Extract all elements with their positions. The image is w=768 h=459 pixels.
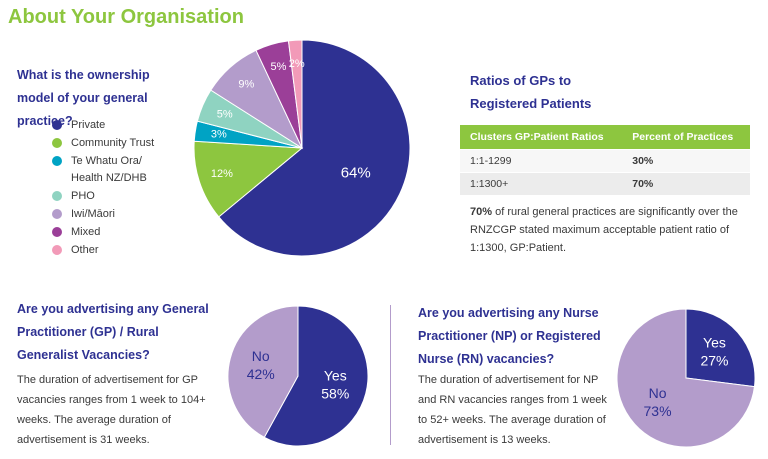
slice-category: No: [252, 348, 270, 364]
pie-slice: [193, 140, 304, 218]
table-cell: 1:1300+: [460, 172, 623, 195]
pie-slice: [685, 308, 756, 388]
legend-label: Other: [71, 244, 99, 256]
slice-label: 12%: [211, 168, 233, 180]
slice-label: 73%: [644, 403, 672, 419]
legend-item: Community Trust: [52, 135, 167, 152]
page-title: About Your Organisation: [8, 6, 244, 28]
description: The duration of advertisement for GP vac…: [17, 374, 206, 446]
legend-label: Private: [71, 119, 106, 131]
table-header: Clusters GP:Patient Ratios: [460, 125, 623, 150]
ratio-table: Clusters GP:Patient Ratios Percent of Pra…: [460, 125, 750, 195]
slice-label: 42%: [247, 366, 275, 382]
pie-slice: [287, 39, 303, 149]
slice-label: 3%: [211, 129, 227, 141]
table-cell: 70%: [622, 172, 750, 195]
legend-label: Mixed: [71, 226, 101, 238]
slice-category: Yes: [703, 335, 726, 351]
legend: Private Community Trust Te Whatu Ora/ Heal…: [52, 117, 167, 260]
legend-swatch: [52, 191, 62, 201]
legend-swatch: [52, 120, 62, 130]
note-bold: 70%: [470, 206, 493, 218]
table-header: Percent of Practices: [622, 125, 750, 150]
question: What is the ownership model of your gene…: [17, 68, 150, 128]
note: 70% of rural general practices are signi…: [470, 203, 760, 257]
slice-label: 64%: [341, 164, 371, 181]
question: Are you advertising any General Practiti…: [17, 302, 209, 362]
slice-label: 5%: [271, 61, 287, 73]
table-cell: 1:1-1299: [460, 149, 623, 173]
legend-item: Te Whatu Ora/ Health NZ/DHB: [52, 153, 167, 187]
table-cell: 30%: [622, 149, 750, 173]
section-title: Ratios of GPs to Registered Patients: [470, 73, 592, 111]
description: The duration of advertisement for NP and…: [418, 374, 607, 446]
legend-item: Private: [52, 117, 167, 134]
slice-category: Yes: [324, 367, 347, 383]
slice-label: 5%: [217, 108, 233, 120]
legend-label: Te Whatu Ora/ Health NZ/DHB: [71, 155, 147, 184]
legend-item: Other: [52, 242, 167, 259]
slice-label: 9%: [238, 79, 254, 91]
legend-swatch: [52, 245, 62, 255]
note-text: of rural general practices are significa…: [470, 206, 738, 254]
slice-label: 2%: [289, 58, 305, 70]
legend-label: Community Trust: [71, 137, 155, 149]
legend-item: PHO: [52, 188, 167, 205]
pie-slice: [227, 305, 299, 439]
legend-swatch: [52, 156, 62, 166]
legend-swatch: [52, 227, 62, 237]
slice-category: No: [649, 385, 667, 401]
legend-item: Mixed: [52, 224, 167, 241]
pie-slice: [263, 305, 369, 447]
pie-slice: [616, 308, 756, 448]
question: Are you advertising any Nurse Practition…: [418, 306, 601, 366]
legend-swatch: [52, 138, 62, 148]
legend-swatch: [52, 209, 62, 219]
legend-label: PHO: [71, 190, 95, 202]
slice-label: 58%: [321, 385, 349, 401]
legend-label: Iwi/Māori: [71, 208, 116, 220]
divider: [390, 305, 391, 445]
pie-slice: [218, 39, 411, 257]
slice-label: 27%: [700, 353, 728, 369]
legend-item: Iwi/Māori: [52, 206, 167, 223]
